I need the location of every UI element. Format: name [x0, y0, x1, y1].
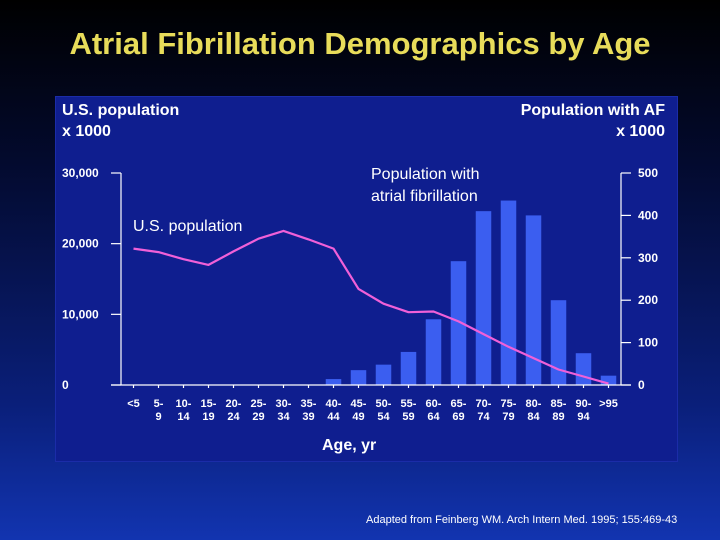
x-tick-label: 5-	[154, 398, 164, 410]
x-tick-label-line2: 19	[202, 411, 214, 423]
x-tick-label: 60-	[426, 398, 442, 410]
left-axis-title-line2: x 1000	[62, 123, 111, 140]
x-tick-label-line2: 74	[477, 411, 490, 423]
af-bar	[375, 364, 392, 385]
x-tick-label-line2: 24	[227, 411, 240, 423]
x-tick-label: 70-	[476, 398, 492, 410]
right-axis-tick-label: 500	[638, 166, 658, 180]
slide-title: Atrial Fibrillation Demographics by Age	[69, 26, 651, 61]
right-axis-tick-label: 300	[638, 251, 658, 265]
x-tick-label: 45-	[351, 398, 367, 410]
x-tick-label: 25-	[251, 398, 267, 410]
af-bar	[525, 215, 542, 385]
right-axis-title-line1: Population with AF	[521, 102, 666, 119]
x-tick-label-line2: 9	[155, 411, 161, 423]
af-bar	[500, 200, 517, 385]
x-tick-label: 10-	[176, 398, 192, 410]
x-tick-label-line2: 14	[177, 411, 190, 423]
x-tick-label: <5	[127, 398, 140, 410]
x-tick-label: 20-	[226, 398, 242, 410]
af-bar	[600, 375, 617, 385]
bar-series-label-line2: atrial fibrillation	[371, 188, 478, 205]
af-bar	[475, 211, 492, 385]
right-axis-title-line2: x 1000	[616, 123, 665, 140]
x-tick-label-line2: 89	[552, 411, 564, 423]
af-bar	[325, 379, 342, 385]
x-tick-label: 75-	[501, 398, 517, 410]
chart-panel: 0 10,000 20,000 30,000 0 100 200 300 400 500 <5 5- 9…	[55, 96, 678, 462]
x-tick-label-line2: 49	[352, 411, 364, 423]
x-tick-label: 85-	[551, 398, 567, 410]
x-tick-label: 80-	[526, 398, 542, 410]
x-tick-label: 90-	[576, 398, 592, 410]
x-tick-label: 15-	[201, 398, 217, 410]
left-axis-tick-label: 30,000	[62, 166, 99, 180]
line-series-label: U.S. population	[133, 218, 242, 235]
left-axis-title-line1: U.S. population	[62, 102, 179, 119]
source-citation: Adapted from Feinberg WM. Arch Intern Me…	[366, 514, 678, 526]
right-axis-tick-label: 400	[638, 208, 658, 222]
af-bar	[400, 351, 417, 385]
af-bar	[350, 370, 367, 385]
x-tick-label: 50-	[376, 398, 392, 410]
x-tick-label-line2: 54	[377, 411, 390, 423]
af-bar	[550, 300, 567, 385]
left-axis-tick-label: 0	[62, 378, 69, 392]
x-tick-label: 55-	[401, 398, 417, 410]
x-tick-label: 40-	[326, 398, 342, 410]
left-axis-tick-label: 20,000	[62, 237, 99, 251]
bar-series-label-line1: Population with	[371, 166, 480, 183]
x-tick-label: >95	[599, 398, 618, 410]
x-tick-label-line2: 84	[527, 411, 540, 423]
x-tick-label: 65-	[451, 398, 467, 410]
af-bar	[575, 353, 592, 385]
x-tick-label: 35-	[301, 398, 317, 410]
x-tick-label-line2: 69	[452, 411, 464, 423]
x-tick-label-line2: 29	[252, 411, 264, 423]
x-tick-label-line2: 59	[402, 411, 414, 423]
right-axis-tick-label: 100	[638, 336, 658, 350]
x-tick-label-line2: 39	[302, 411, 314, 423]
x-axis-title: Age, yr	[322, 437, 376, 454]
x-tick-label: 30-	[276, 398, 292, 410]
x-tick-label-line2: 94	[577, 411, 590, 423]
left-axis-tick-label: 10,000	[62, 307, 99, 321]
us-population-line	[133, 229, 609, 385]
right-axis-tick-label: 0	[638, 378, 645, 392]
x-tick-label-line2: 79	[502, 411, 514, 423]
right-axis-tick-label: 200	[638, 293, 658, 307]
af-bar	[425, 319, 442, 385]
x-tick-label-line2: 34	[277, 411, 290, 423]
af-bar	[450, 261, 467, 385]
x-tick-label-line2: 44	[327, 411, 340, 423]
x-tick-label-line2: 64	[427, 411, 440, 423]
